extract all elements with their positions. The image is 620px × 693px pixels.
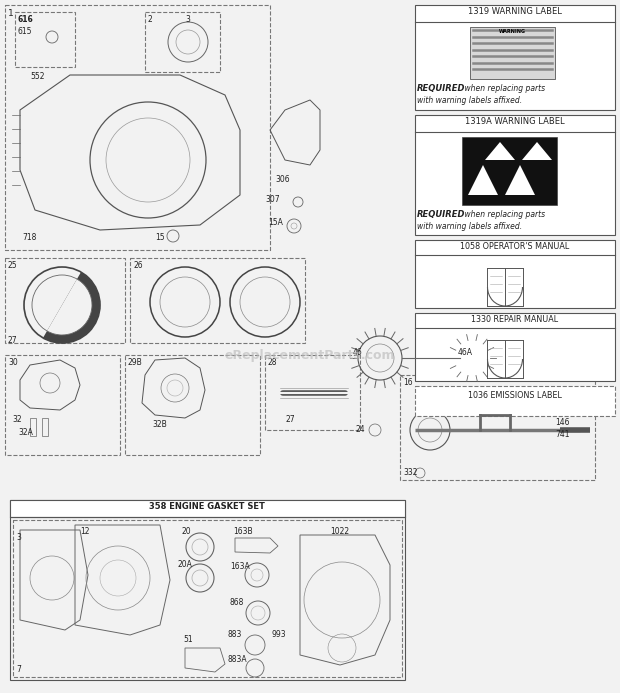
Text: 1319A WARNING LABEL: 1319A WARNING LABEL	[465, 117, 565, 126]
Bar	[415, 386, 615, 416]
Text: 16: 16	[403, 378, 413, 387]
Text: 1022: 1022	[330, 527, 349, 536]
Bar	[145, 12, 220, 72]
Text: 1330 REPAIR MANUAL: 1330 REPAIR MANUAL	[471, 315, 559, 324]
Bar	[462, 137, 557, 205]
Bar	[265, 355, 360, 430]
Bar	[415, 240, 615, 308]
Text: 27: 27	[285, 415, 294, 424]
Text: 552: 552	[30, 72, 45, 81]
Bar	[130, 258, 305, 343]
Bar	[5, 5, 270, 250]
Bar	[13, 520, 402, 677]
Text: 615: 615	[18, 27, 32, 36]
Text: with warning labels affixed.: with warning labels affixed.	[417, 222, 522, 231]
Text: 1036 EMISSIONS LABEL: 1036 EMISSIONS LABEL	[468, 392, 562, 401]
Bar	[10, 500, 405, 680]
Text: 1: 1	[8, 9, 14, 18]
Bar	[400, 375, 595, 480]
Text: 25: 25	[8, 261, 17, 270]
Polygon shape	[522, 142, 552, 160]
Bar	[125, 355, 260, 455]
Text: 12: 12	[80, 527, 89, 536]
Text: 883A: 883A	[228, 655, 247, 664]
Text: 2: 2	[148, 15, 153, 24]
Text: 7: 7	[16, 665, 21, 674]
Text: 24: 24	[355, 425, 365, 434]
Text: 32: 32	[12, 415, 22, 424]
Text: 20A: 20A	[178, 560, 193, 569]
Bar	[415, 115, 615, 235]
Text: 163B: 163B	[233, 527, 252, 536]
Wedge shape	[43, 272, 100, 343]
Text: 306: 306	[275, 175, 290, 184]
Text: 1058 OPERATOR'S MANUAL: 1058 OPERATOR'S MANUAL	[461, 242, 570, 251]
Text: REQUIRED: REQUIRED	[417, 84, 466, 93]
Polygon shape	[505, 165, 535, 195]
Text: 718: 718	[22, 233, 37, 242]
Bar	[5, 258, 125, 343]
Text: with warning labels affixed.: with warning labels affixed.	[417, 96, 522, 105]
Text: 868: 868	[230, 598, 244, 607]
Text: 51: 51	[183, 635, 193, 644]
Text: 1319 WARNING LABEL: 1319 WARNING LABEL	[468, 7, 562, 16]
Text: when replacing parts: when replacing parts	[462, 210, 545, 219]
Text: 15A: 15A	[268, 218, 283, 227]
Text: 32B: 32B	[152, 420, 167, 429]
Polygon shape	[468, 165, 498, 195]
Text: REQUIRED: REQUIRED	[417, 210, 466, 219]
Text: eReplacementParts.com: eReplacementParts.com	[224, 349, 396, 362]
Text: 20: 20	[182, 527, 192, 536]
Text: 32A: 32A	[18, 428, 33, 437]
Text: 163A: 163A	[230, 562, 250, 571]
Text: 307: 307	[265, 195, 280, 204]
Bar	[415, 313, 615, 381]
Text: 3: 3	[185, 15, 190, 24]
Bar	[470, 27, 555, 79]
Text: 29B: 29B	[128, 358, 143, 367]
Bar	[15, 12, 75, 67]
Text: 883: 883	[228, 630, 242, 639]
Text: 46: 46	[353, 348, 363, 357]
Text: 3: 3	[16, 533, 21, 542]
Wedge shape	[47, 279, 92, 335]
Text: 27: 27	[8, 336, 17, 345]
Bar	[10, 500, 405, 517]
Text: 28: 28	[268, 358, 278, 367]
Text: 146: 146	[555, 418, 570, 427]
Text: when replacing parts: when replacing parts	[462, 84, 545, 93]
Text: 26: 26	[133, 261, 143, 270]
Text: 30: 30	[8, 358, 18, 367]
Text: 358 ENGINE GASKET SET: 358 ENGINE GASKET SET	[149, 502, 265, 511]
Bar	[5, 355, 120, 455]
Text: 15: 15	[155, 233, 165, 242]
Text: 993: 993	[272, 630, 286, 639]
Text: 741: 741	[555, 430, 570, 439]
Text: 46A: 46A	[458, 348, 473, 357]
Polygon shape	[485, 142, 515, 160]
Text: 332: 332	[403, 468, 417, 477]
Text: 616: 616	[18, 15, 33, 24]
Bar	[30, 418, 36, 436]
Bar	[42, 418, 48, 436]
Text: WARNING: WARNING	[498, 29, 526, 34]
Bar	[415, 5, 615, 110]
